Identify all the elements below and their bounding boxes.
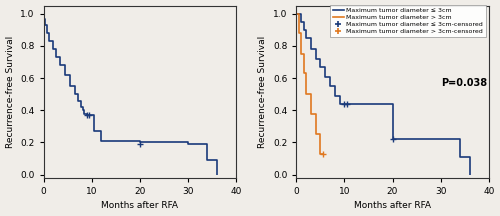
Maximum tumor diameter ≤ 3cm bbox=[296, 13, 302, 15]
Maximum tumor diameter ≤ 3cm bbox=[452, 138, 458, 141]
Maximum tumor diameter ≤ 3cm bbox=[312, 48, 318, 51]
Maximum tumor diameter ≤ 3cm bbox=[327, 75, 333, 78]
Maximum tumor diameter ≤ 3cm bbox=[394, 138, 400, 141]
Maximum tumor diameter > 3cm bbox=[296, 13, 302, 15]
Maximum tumor diameter > 3cm bbox=[308, 93, 314, 95]
Maximum tumor diameter ≤ 3cm bbox=[457, 156, 463, 158]
Maximum tumor diameter ≤ 3cm bbox=[303, 29, 309, 31]
Maximum tumor diameter ≤ 3cm bbox=[346, 103, 352, 105]
Maximum tumor diameter > 3cm bbox=[298, 32, 304, 34]
Maximum tumor diameter ≤ 3cm bbox=[296, 13, 302, 15]
Maximum tumor diameter ≤ 3cm bbox=[308, 37, 314, 39]
Maximum tumor diameter ≤ 3cm bbox=[457, 138, 463, 141]
Maximum tumor diameter > 3cm bbox=[320, 152, 326, 155]
Maximum tumor diameter ≤ 3cm bbox=[356, 103, 362, 105]
Line: Maximum tumor diameter > 3cm: Maximum tumor diameter > 3cm bbox=[296, 14, 323, 154]
Legend: Maximum tumor diameter ≤ 3cm, Maximum tumor diameter > 3cm, Maximum tumor diamet: Maximum tumor diameter ≤ 3cm, Maximum tu… bbox=[330, 5, 486, 37]
Maximum tumor diameter ≤ 3cm bbox=[394, 138, 400, 141]
Maximum tumor diameter ≤ 3cm bbox=[342, 103, 347, 105]
Maximum tumor diameter ≤ 3cm bbox=[332, 85, 338, 87]
Maximum tumor diameter ≤ 3cm bbox=[300, 21, 306, 23]
X-axis label: Months after RFA: Months after RFA bbox=[101, 202, 178, 210]
Maximum tumor diameter ≤ 3cm bbox=[462, 156, 468, 158]
Maximum tumor diameter > 3cm bbox=[298, 53, 304, 55]
Maximum tumor diameter ≤ 3cm bbox=[322, 75, 328, 78]
Maximum tumor diameter ≤ 3cm bbox=[318, 66, 324, 68]
Maximum tumor diameter > 3cm bbox=[312, 112, 318, 115]
Maximum tumor diameter ≤ 3cm bbox=[312, 57, 318, 60]
Maximum tumor diameter ≤ 3cm bbox=[300, 29, 306, 31]
Maximum tumor diameter > 3cm bbox=[303, 93, 309, 95]
Maximum tumor diameter ≤ 3cm bbox=[390, 103, 396, 105]
Maximum tumor diameter ≤ 3cm bbox=[298, 13, 304, 15]
Maximum tumor diameter ≤ 3cm bbox=[298, 21, 304, 23]
Maximum tumor diameter ≤ 3cm bbox=[336, 103, 342, 105]
Maximum tumor diameter ≤ 3cm bbox=[346, 103, 352, 105]
Maximum tumor diameter ≤ 3cm bbox=[356, 103, 362, 105]
Maximum tumor diameter > 3cm bbox=[294, 13, 300, 15]
X-axis label: Months after RFA: Months after RFA bbox=[354, 202, 431, 210]
Maximum tumor diameter ≤ 3cm bbox=[318, 57, 324, 60]
Y-axis label: Recurrence-free Survival: Recurrence-free Survival bbox=[6, 36, 15, 148]
Maximum tumor diameter > 3cm bbox=[303, 72, 309, 75]
Maximum tumor diameter > 3cm bbox=[312, 133, 318, 136]
Text: P=0.038: P=0.038 bbox=[440, 78, 487, 88]
Maximum tumor diameter > 3cm bbox=[300, 53, 306, 55]
Maximum tumor diameter ≤ 3cm bbox=[466, 156, 472, 158]
Y-axis label: Recurrence-free Survival: Recurrence-free Survival bbox=[258, 36, 268, 148]
Maximum tumor diameter ≤ 3cm bbox=[322, 66, 328, 68]
Maximum tumor diameter ≤ 3cm bbox=[308, 48, 314, 51]
Maximum tumor diameter > 3cm bbox=[308, 112, 314, 115]
Maximum tumor diameter ≤ 3cm bbox=[452, 138, 458, 141]
Maximum tumor diameter ≤ 3cm bbox=[327, 85, 333, 87]
Maximum tumor diameter ≤ 3cm bbox=[351, 103, 357, 105]
Maximum tumor diameter ≤ 3cm bbox=[390, 138, 396, 141]
Maximum tumor diameter ≤ 3cm bbox=[332, 95, 338, 97]
Maximum tumor diameter ≤ 3cm bbox=[438, 138, 444, 141]
Maximum tumor diameter ≤ 3cm bbox=[303, 37, 309, 39]
Maximum tumor diameter ≤ 3cm bbox=[342, 103, 347, 105]
Maximum tumor diameter ≤ 3cm bbox=[294, 13, 300, 15]
Maximum tumor diameter > 3cm bbox=[318, 152, 324, 155]
Maximum tumor diameter ≤ 3cm bbox=[336, 95, 342, 97]
Line: Maximum tumor diameter ≤ 3cm: Maximum tumor diameter ≤ 3cm bbox=[296, 14, 470, 175]
Maximum tumor diameter > 3cm bbox=[318, 133, 324, 136]
Maximum tumor diameter ≤ 3cm bbox=[466, 173, 472, 176]
Maximum tumor diameter > 3cm bbox=[296, 32, 302, 34]
Maximum tumor diameter > 3cm bbox=[320, 152, 326, 155]
Maximum tumor diameter ≤ 3cm bbox=[438, 138, 444, 141]
Maximum tumor diameter > 3cm bbox=[300, 72, 306, 75]
Maximum tumor diameter ≤ 3cm bbox=[351, 103, 357, 105]
Maximum tumor diameter ≤ 3cm bbox=[462, 156, 468, 158]
